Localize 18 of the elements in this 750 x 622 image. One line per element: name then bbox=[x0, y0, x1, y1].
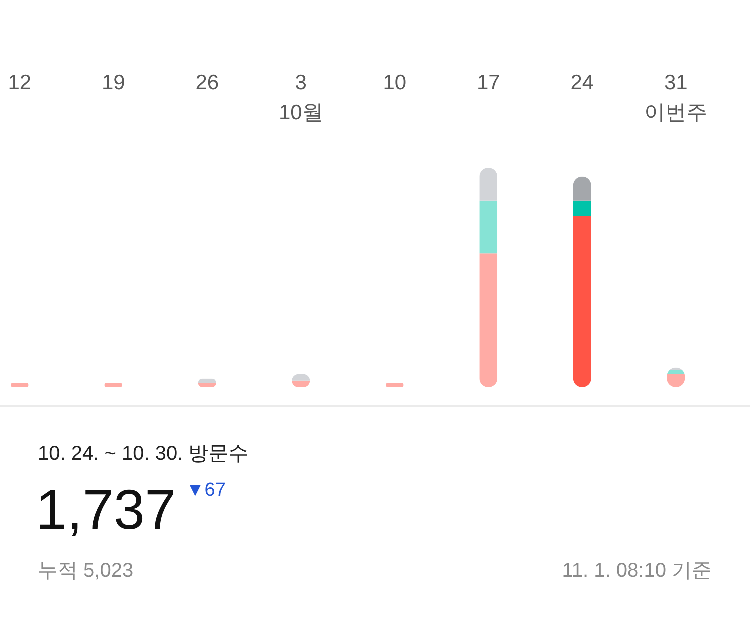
x-tick-label: 26 bbox=[196, 72, 220, 94]
bar bbox=[480, 254, 498, 388]
x-tick-label: 12 bbox=[8, 72, 32, 94]
x-tick-label: 17 bbox=[476, 72, 500, 94]
x-tick-label: 24 bbox=[570, 72, 594, 94]
x-tick-label: 19 bbox=[102, 72, 126, 94]
bar bbox=[480, 168, 498, 201]
x-tick-label: 31 이번주 bbox=[644, 72, 708, 124]
bar bbox=[573, 200, 592, 216]
text: 10. 24. ~ 10. 30. 방문수 bbox=[38, 443, 249, 465]
x-tick-label: 3 10월 bbox=[278, 72, 324, 124]
text: ▼67 bbox=[186, 480, 226, 501]
text: 11. 1. 08:10 기준 bbox=[562, 560, 712, 582]
text: 누적 5,023 bbox=[38, 560, 134, 582]
bar bbox=[480, 200, 498, 254]
bar bbox=[573, 216, 592, 388]
x-tick-label: 10 bbox=[383, 72, 407, 94]
text: 1,737 bbox=[36, 478, 176, 541]
